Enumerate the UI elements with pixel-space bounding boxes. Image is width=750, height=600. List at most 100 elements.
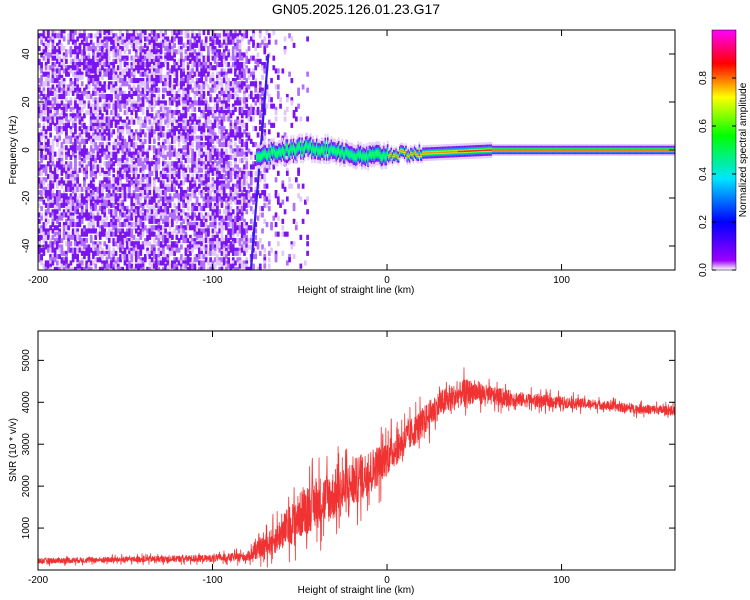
noise-cell	[229, 33, 233, 39]
noise-cell	[101, 247, 104, 253]
noise-cell	[128, 33, 131, 39]
noise-cell	[44, 186, 48, 192]
noise-cell	[270, 122, 273, 128]
noise-cell	[186, 55, 190, 61]
noise-cell	[200, 148, 204, 154]
noise-cell	[234, 186, 237, 192]
noise-cell	[121, 55, 125, 61]
noise-cell	[121, 158, 125, 164]
noise-cell	[184, 174, 188, 180]
noise-cell	[65, 116, 68, 122]
noise-cell	[229, 234, 233, 240]
noise-cell	[189, 145, 192, 151]
noise-cell	[182, 58, 185, 64]
noise-cell	[110, 119, 113, 125]
noise-cell	[227, 78, 231, 84]
noise-cell	[143, 212, 147, 218]
noise-cell	[173, 170, 176, 176]
noise-cell	[128, 190, 131, 196]
noise-cell	[101, 122, 104, 128]
noise-cell	[168, 55, 172, 61]
noise-cell	[175, 231, 179, 237]
noise-cell	[216, 161, 219, 167]
noise-cell	[89, 177, 93, 183]
noise-cell	[175, 81, 179, 87]
noise-cell	[191, 119, 194, 125]
noise-cell	[69, 186, 73, 192]
noise-cell	[101, 250, 104, 256]
noise-cell	[89, 138, 93, 144]
noise-cell	[53, 257, 57, 263]
noise-cell	[121, 174, 125, 180]
noise-cell	[189, 241, 192, 247]
noise-cell	[180, 254, 183, 260]
noise-cell	[83, 142, 86, 148]
noise-cell	[245, 170, 249, 176]
noise-cell	[146, 81, 149, 87]
noise-cell	[123, 183, 127, 189]
noise-cell	[247, 68, 251, 74]
noise-cell	[161, 167, 165, 173]
signal-cell	[273, 149, 275, 152]
noise-cell	[51, 228, 55, 234]
noise-cell	[47, 247, 50, 253]
noise-cell	[175, 106, 179, 112]
noise-cell	[220, 119, 224, 125]
noise-cell	[216, 196, 219, 202]
noise-cell	[92, 58, 95, 64]
noise-cell	[229, 39, 233, 45]
noise-cell	[155, 202, 158, 208]
noise-cell	[189, 215, 192, 221]
noise-cell	[207, 186, 210, 192]
noise-cell	[166, 218, 170, 224]
noise-cell	[85, 170, 89, 176]
noise-cell	[227, 260, 231, 266]
noise-cell	[222, 183, 226, 189]
noise-cell	[130, 94, 134, 100]
noise-cell	[272, 164, 276, 170]
noise-cell	[49, 244, 52, 250]
noise-cell	[67, 39, 71, 45]
noise-cell	[166, 55, 170, 61]
noise-cell	[220, 142, 224, 148]
noise-cell	[202, 122, 206, 128]
noise-cell	[173, 263, 176, 269]
noise-cell	[128, 180, 131, 186]
noise-cell	[103, 250, 107, 256]
noise-cell	[229, 110, 233, 116]
noise-cell	[243, 81, 246, 87]
noise-cell	[173, 180, 176, 186]
noise-cell	[227, 135, 231, 141]
noise-cell	[58, 62, 61, 68]
noise-cell	[92, 55, 95, 61]
noise-cell	[47, 97, 50, 103]
noise-cell	[227, 49, 231, 55]
noise-cell	[180, 234, 183, 240]
noise-cell	[89, 228, 93, 234]
noise-cell	[211, 241, 215, 247]
noise-cell	[157, 260, 161, 266]
noise-cell	[166, 52, 170, 58]
noise-cell	[105, 119, 109, 125]
noise-cell	[150, 81, 154, 87]
noise-cell	[211, 132, 215, 138]
noise-cell	[71, 215, 75, 221]
noise-cell	[175, 247, 179, 253]
noise-cell	[67, 244, 71, 250]
noise-cell	[207, 58, 210, 64]
noise-cell	[114, 180, 118, 186]
noise-cell	[74, 42, 77, 48]
noise-cell	[123, 145, 127, 151]
noise-cell	[173, 58, 176, 64]
noise-cell	[258, 94, 262, 100]
noise-cell	[161, 33, 165, 39]
noise-cell	[218, 186, 222, 192]
noise-cell	[222, 126, 226, 132]
noise-cell	[234, 46, 237, 52]
noise-cell	[141, 266, 145, 270]
noise-cell	[155, 190, 158, 196]
noise-cell	[252, 199, 255, 205]
noise-cell	[101, 190, 104, 196]
noise-cell	[130, 231, 134, 237]
noise-cell	[69, 218, 73, 224]
